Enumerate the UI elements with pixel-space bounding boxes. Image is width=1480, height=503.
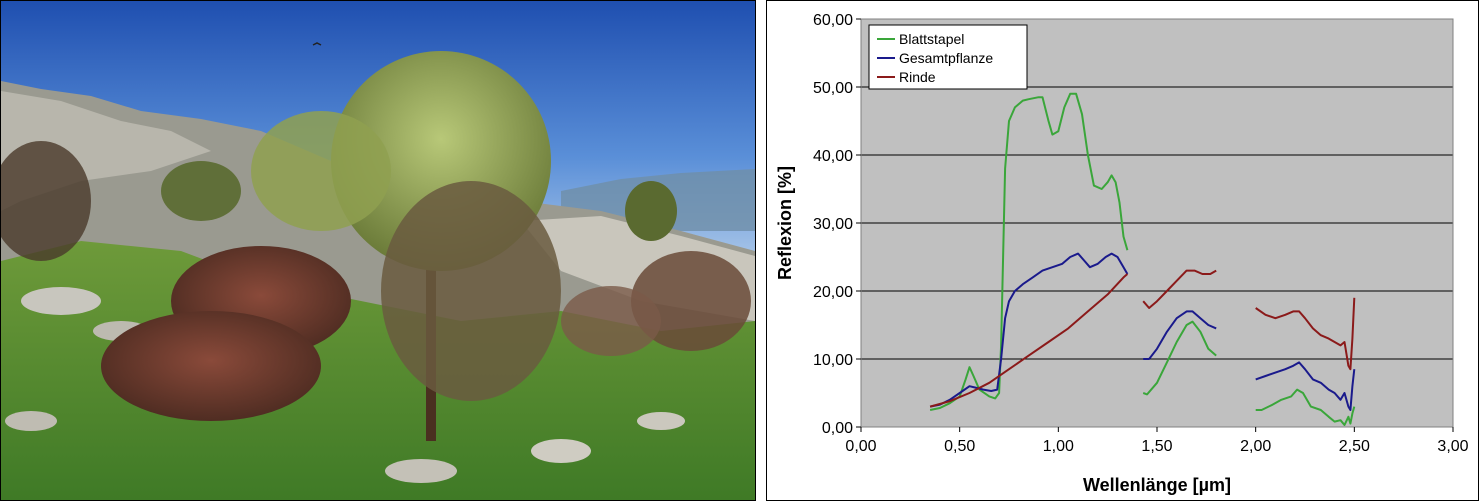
y-tick-label: 60,00 [813,12,853,29]
legend-label: Rinde [899,69,936,85]
x-tick-label: 0,50 [944,438,975,455]
photo-illustration [1,1,755,500]
series-blattstapel [929,92,1356,426]
legend-box [868,24,1028,90]
x-tick-label: 0,00 [845,438,876,455]
series-line-segment [1255,388,1356,426]
series-line-segment [1142,269,1217,309]
x-tick-label: 2,00 [1240,438,1271,455]
x-tick-label: 3,00 [1437,438,1468,455]
series-line-segment [929,273,1129,408]
y-tick-label: 10,00 [813,352,853,369]
y-tick-label: 30,00 [813,216,853,233]
chart-svg: 0,00 10,00 20,00 30,00 40,00 50,00 60,00 0,00 0,… [775,12,1469,495]
x-tick-label: 1,50 [1141,438,1172,455]
series-rinde [929,269,1356,408]
x-axis-title: Wellenlänge [µm] [1083,475,1231,495]
reflectance-chart: 0,00 10,00 20,00 30,00 40,00 50,00 60,00 0,00 0,… [766,0,1479,501]
legend-label: Blattstapel [899,31,964,47]
series-line-segment [1255,297,1356,371]
series-line-segment [1142,320,1217,396]
y-tick-label: 0,00 [822,420,853,437]
series-gesamtpflanze [929,252,1356,411]
series-line-segment [929,92,1129,411]
x-tick-label: 2,50 [1339,438,1370,455]
vegetation-photo [0,0,756,501]
legend-label: Gesamtpflanze [899,50,993,66]
y-tick-label: 20,00 [813,284,853,301]
y-axis-title: Reflexion [%] [775,166,795,280]
chart-legend: Blattstapel Gesamtpflanze Rinde [868,24,1028,90]
x-tick-label: 1,00 [1043,438,1074,455]
series-line-segment [1255,361,1356,411]
y-tick-label: 50,00 [813,80,853,97]
series-line-segment [1143,310,1217,360]
series-line-segment [929,252,1129,408]
y-tick-label: 40,00 [813,148,853,165]
